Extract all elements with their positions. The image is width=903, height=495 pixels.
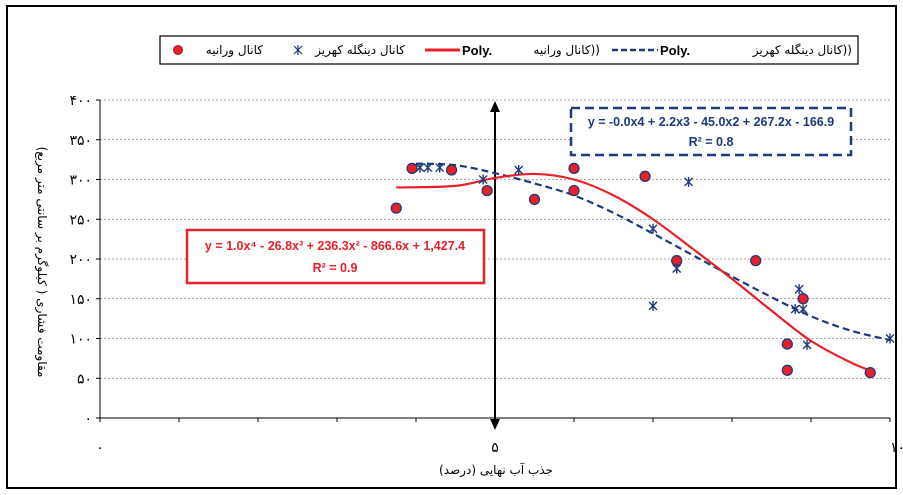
point-varineh <box>568 162 580 175</box>
point-varineh <box>528 193 541 206</box>
y-tick-label: ۰ <box>84 411 92 427</box>
y-tick-label: ۱۵۰ <box>69 292 92 308</box>
point-varineh <box>390 202 402 214</box>
y-tick-label: ۵۰ <box>77 371 92 387</box>
point-dinegaleh <box>415 162 425 173</box>
point-varineh <box>639 170 651 182</box>
axes <box>96 99 891 430</box>
point-dinegaleh <box>802 339 812 350</box>
r2-varineh: R² = 0.9 <box>313 261 358 275</box>
arrow-down-icon <box>490 419 500 430</box>
trendline-dinegaleh <box>415 162 891 342</box>
y-tick-label: ۲۰۰ <box>69 252 92 268</box>
equation-box-varineh: y = 1.0x⁴ - 26.8x³ + 236.3x² - 866.6x + … <box>185 228 486 285</box>
legend: کانال ورانیه کانال دینگله کهریز Poly. کا… <box>159 35 859 65</box>
y-tick-label: ۲۵۰ <box>69 212 92 228</box>
legend-dinegaleh-label: کانال دینگله کهریز <box>314 43 405 58</box>
y-tick-label: ۱۰۰ <box>69 332 92 348</box>
point-dinegaleh <box>435 162 445 173</box>
data-points <box>390 162 895 379</box>
point-varineh <box>781 364 793 376</box>
y-tick-label: ۴۰۰ <box>69 93 92 109</box>
y-tick-label: ۳۰۰ <box>69 173 92 189</box>
point-varineh <box>750 254 762 267</box>
x-tick-label: ۵ <box>491 440 499 456</box>
x-tick-label: ۰ <box>96 440 104 456</box>
point-varineh <box>568 184 580 197</box>
point-dinegaleh <box>794 284 804 295</box>
point-dinegaleh <box>648 300 658 311</box>
point-dinegaleh <box>885 333 895 344</box>
point-dinegaleh <box>478 174 488 185</box>
equation-varineh: y = 1.0x⁴ - 26.8x³ + 236.3x² - 866.6x + … <box>205 239 465 253</box>
legend-dinegaleh-poly-label: کانال دینگله کهریز)) <box>752 43 852 58</box>
point-dinegaleh <box>790 304 800 315</box>
y-tick-label: ۳۵۰ <box>69 133 92 149</box>
r2-dinegaleh: R² = 0.8 <box>689 135 734 149</box>
point-varineh <box>406 162 418 175</box>
point-dinegaleh <box>798 304 808 315</box>
equation-box-dinegaleh: y = -0.0x4 + 2.2x3 - 45.0x2 + 267.2x - 1… <box>569 106 853 157</box>
point-dinegaleh <box>648 223 658 234</box>
point-dinegaleh <box>672 263 682 274</box>
legend-varineh-poly-label: کانال ورانیه)) <box>533 43 600 58</box>
legend-dinegaleh-poly-prefix: Poly. <box>660 43 690 58</box>
equation-dinegaleh: y = -0.0x4 + 2.2x3 - 45.0x2 + 267.2x - 1… <box>588 115 834 129</box>
arrow-up-icon <box>490 101 500 112</box>
tick-labels: ۰ ۵۰ ۱۰۰ ۱۵۰ ۲۰۰ ۲۵۰ ۳۰۰ ۳۵۰ ۴۰۰ ۰ ۵ ۱۰ <box>69 93 903 456</box>
point-dinegaleh <box>514 164 524 175</box>
point-varineh <box>864 367 876 379</box>
legend-dinegaleh-marker-icon <box>293 45 303 55</box>
point-varineh <box>797 293 809 305</box>
y-axis-title: مقاومت فشاری ( کیلوگرم بر سانتی متر مربع… <box>34 147 49 378</box>
x-tick-label: ۱۰ <box>890 440 903 456</box>
legend-varineh-poly-prefix: Poly. <box>462 43 492 58</box>
point-varineh <box>781 338 793 350</box>
point-varineh <box>445 164 458 176</box>
legend-varineh-marker-icon <box>173 45 183 55</box>
point-dinegaleh <box>423 162 433 173</box>
point-varineh <box>481 184 493 197</box>
x-axis-title: جذب آب نهایی (درصد) <box>439 462 553 478</box>
legend-varineh-label: کانال ورانیه <box>206 43 264 58</box>
point-dinegaleh <box>684 176 694 187</box>
